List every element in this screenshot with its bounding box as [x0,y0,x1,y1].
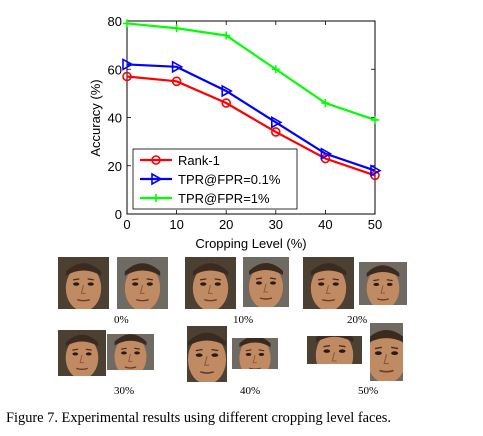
data-point [320,147,333,161]
axis-ticks: 0 10 20 30 40 50 0 20 40 60 80 [108,14,383,232]
data-point [271,65,280,74]
series-markers [122,19,382,181]
chart-legend: Rank-1 TPR@FPR=0.1% TPR@FPR=1% [132,148,298,210]
data-point [270,115,283,129]
y-tick-label: 20 [108,159,122,174]
face-image-0-original [58,257,109,309]
data-point [222,31,231,40]
face-image-10-original [185,257,236,309]
face-image-20-cropped [359,262,407,305]
face-image-20-original [303,257,354,309]
crop-label-20: 20% [347,314,368,326]
data-point [122,58,134,71]
crop-label-50: 50% [358,385,379,397]
data-point [321,99,330,108]
y-tick-label: 0 [115,207,122,222]
legend-label: TPR@FPR=1% [178,191,270,206]
face-image-0-cropped [117,257,168,309]
y-tick-label: 80 [108,14,122,29]
legend-label: TPR@FPR=0.1% [178,172,281,187]
crop-label-0: 0% [114,314,129,326]
data-point [172,24,181,33]
data-point [270,127,281,137]
legend-label: Rank-1 [178,153,220,168]
data-point [171,76,182,87]
series-line-0 [126,75,376,177]
face-image-40-original [187,326,227,382]
face-image-40-cropped [232,338,278,369]
x-axis-label: Cropping Level (%) [195,236,306,251]
face-image-50-cropped [370,323,403,381]
y-tick-label: 40 [108,111,122,126]
crop-label-10: 10% [233,314,254,326]
data-point [221,98,231,108]
x-tick-label: 40 [318,217,332,232]
x-tick-label: 30 [269,217,283,232]
data-point [371,115,379,124]
legend-marker [151,172,163,186]
figure-caption: Figure 7. Experimental results using dif… [6,410,391,426]
data-point [122,71,132,82]
x-tick-label: 10 [169,217,183,232]
x-tick-label: 50 [368,217,382,232]
series-line-1 [126,63,376,172]
x-tick-label: 20 [219,217,233,232]
legend-marker [152,194,160,202]
crop-label-30: 30% [114,385,135,397]
series-line-2 [126,22,376,121]
face-image-50-original [307,336,362,364]
x-tick-label: 0 [123,217,130,232]
face-image-30-cropped [107,334,154,370]
data-point [370,164,382,177]
crop-label-40: 40% [240,385,261,397]
data-point [123,19,131,28]
y-tick-label: 60 [108,62,122,77]
face-image-10-cropped [243,257,289,307]
data-point [171,60,184,74]
data-point [221,84,233,98]
series-lines [126,22,376,177]
legend-marker [151,155,161,165]
y-axis-label: Accuracy (%) [88,79,103,156]
face-image-30-original [58,330,106,376]
